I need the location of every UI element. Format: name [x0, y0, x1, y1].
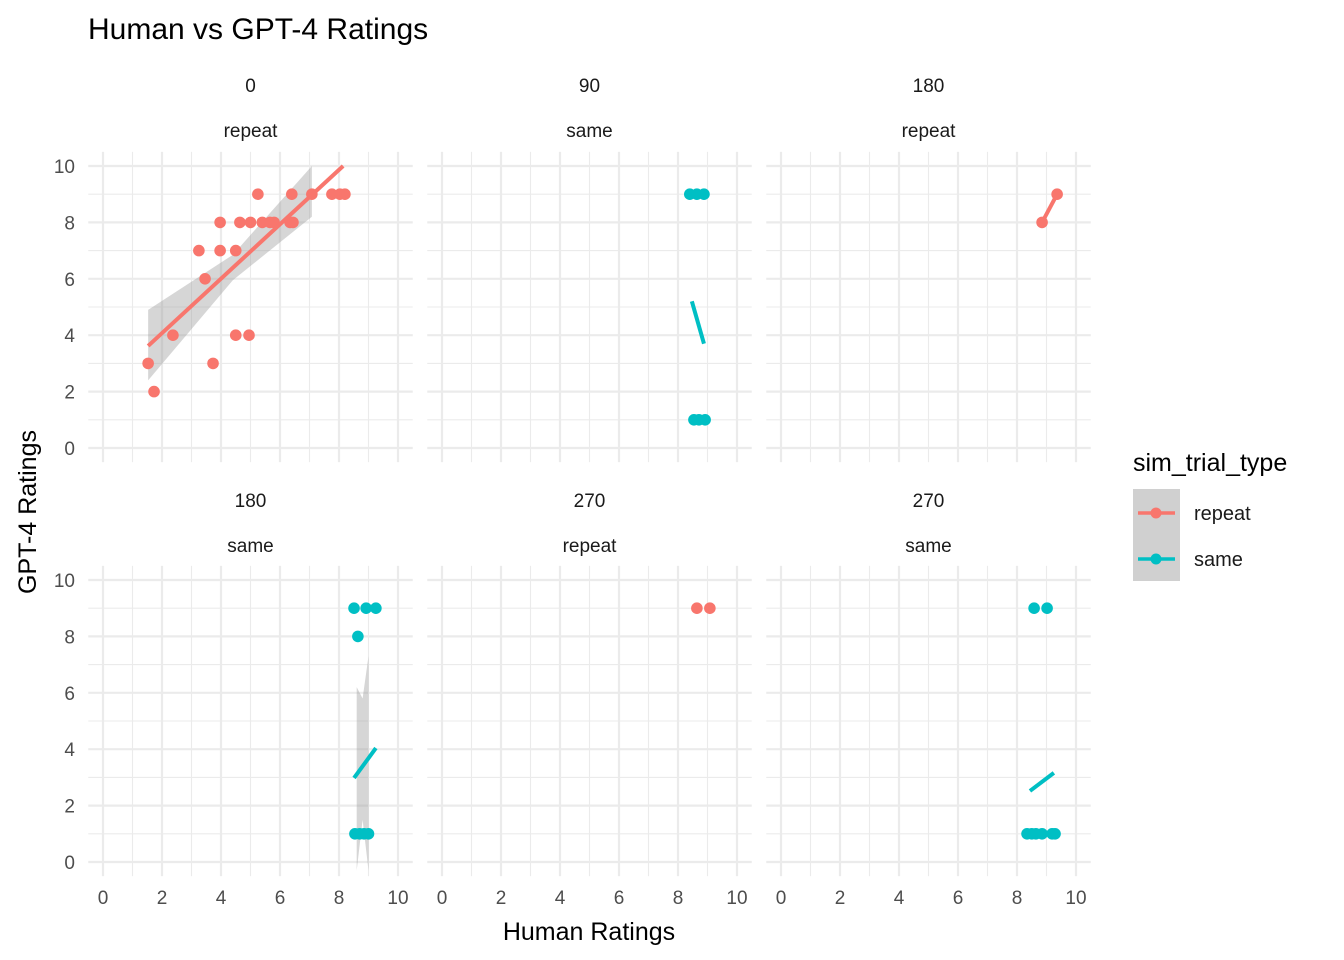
data-point: [234, 216, 246, 229]
facet-panel: 180 same 0 2 4 6 8 10 0 2 4 6 8 10: [54, 491, 413, 909]
y-tick-label: 4: [64, 326, 75, 347]
data-point: [370, 602, 382, 614]
data-point: [193, 244, 205, 257]
regression-line: [352, 746, 378, 780]
data-point: [691, 602, 703, 614]
facet-panel: 0 repeat 0 2 4 6 8 10: [54, 76, 413, 463]
facet-strip-rotation: 270: [913, 491, 945, 512]
x-tick-label: 6: [614, 888, 625, 909]
y-tick-label: 6: [64, 684, 75, 705]
x-tick-label: 8: [334, 888, 345, 909]
facet-strip-rotation: 90: [579, 76, 600, 97]
data-point: [207, 357, 219, 370]
facet-strip-rotation: 270: [574, 491, 606, 512]
data-point: [252, 188, 264, 200]
y-tick-label: 2: [64, 383, 75, 404]
facet-panel: 180 repeat: [766, 76, 1091, 463]
chart-title: Human vs GPT-4 Ratings: [88, 13, 428, 46]
x-tick-label: 0: [98, 888, 109, 909]
data-point: [1028, 602, 1040, 614]
x-tick-label: 8: [1012, 888, 1023, 909]
data-point: [360, 602, 372, 614]
data-point: [698, 188, 710, 200]
facet-strip-rotation: 0: [245, 76, 256, 97]
data-point: [167, 329, 179, 342]
x-tick-label: 0: [437, 888, 448, 909]
regression-line: [1040, 193, 1059, 224]
data-point: [352, 630, 364, 643]
data-point: [326, 188, 338, 200]
data-point: [704, 602, 716, 614]
x-tick-label: 10: [1065, 888, 1086, 909]
y-tick-label: 6: [64, 270, 75, 291]
y-tick-label: 8: [64, 627, 75, 648]
facet-strip-trial-type: same: [227, 536, 273, 557]
x-tick-label: 4: [555, 888, 566, 909]
facet-panel: 270 same 0 2 4 6 8 10: [766, 491, 1091, 909]
data-point: [362, 828, 375, 840]
data-point: [348, 602, 360, 614]
data-point: [287, 216, 299, 229]
facet-strip-trial-type: repeat: [224, 121, 279, 142]
y-axis-label: GPT-4 Ratings: [14, 430, 42, 594]
y-tick-label: 0: [64, 853, 75, 874]
y-tick-label: 4: [64, 740, 75, 761]
facet-panel: 90 same: [427, 76, 752, 463]
x-axis-label: Human Ratings: [503, 918, 675, 946]
facet-strip-trial-type: same: [905, 536, 951, 557]
x-tick-label: 6: [275, 888, 286, 909]
x-tick-label: 4: [894, 888, 905, 909]
data-point: [1036, 828, 1048, 840]
data-point: [286, 188, 298, 200]
data-point: [148, 385, 160, 398]
y-tick-label: 8: [64, 213, 75, 234]
data-point: [199, 273, 211, 285]
x-tick-label: 6: [953, 888, 964, 909]
data-point: [229, 244, 242, 257]
legend-key-repeat-point: [1150, 507, 1162, 519]
data-point: [229, 329, 242, 342]
y-tick-label: 10: [54, 157, 75, 178]
x-tick-label: 0: [776, 888, 787, 909]
data-point: [214, 244, 226, 257]
data-point: [1041, 602, 1053, 614]
facet-strip-trial-type: same: [566, 121, 612, 142]
data-point: [1049, 828, 1061, 840]
x-tick-label: 2: [157, 888, 168, 909]
data-point: [243, 329, 255, 342]
y-tick-label: 10: [54, 571, 75, 592]
x-tick-label: 8: [673, 888, 684, 909]
data-point: [214, 216, 226, 229]
confidence-ribbon: [148, 166, 312, 381]
legend-key-same-point: [1150, 553, 1162, 565]
legend-key-background: [1133, 489, 1180, 581]
x-tick-label: 10: [387, 888, 408, 909]
facet-strip-rotation: 180: [235, 491, 267, 512]
facet-panel: 270 repeat 0 2 4 6 8 10: [427, 491, 752, 909]
legend-label-same: same: [1194, 549, 1243, 571]
facet-strip-trial-type: repeat: [902, 121, 957, 142]
regression-line: [146, 164, 345, 348]
data-point: [142, 357, 154, 370]
x-tick-label: 2: [496, 888, 507, 909]
data-point: [339, 188, 351, 200]
facet-strip-rotation: 180: [913, 76, 945, 97]
legend: sim_trial_type repeat same: [1133, 449, 1287, 581]
y-tick-label: 0: [64, 439, 75, 460]
data-point: [244, 216, 257, 229]
legend-label-repeat: repeat: [1194, 503, 1251, 525]
x-tick-label: 10: [726, 888, 747, 909]
x-tick-label: 2: [835, 888, 846, 909]
legend-title: sim_trial_type: [1133, 449, 1287, 477]
data-point: [699, 414, 711, 426]
y-tick-label: 2: [64, 797, 75, 818]
regression-line: [689, 300, 706, 345]
facet-strip-trial-type: repeat: [563, 536, 618, 557]
x-tick-label: 4: [216, 888, 227, 909]
regression-line: [1028, 771, 1056, 793]
